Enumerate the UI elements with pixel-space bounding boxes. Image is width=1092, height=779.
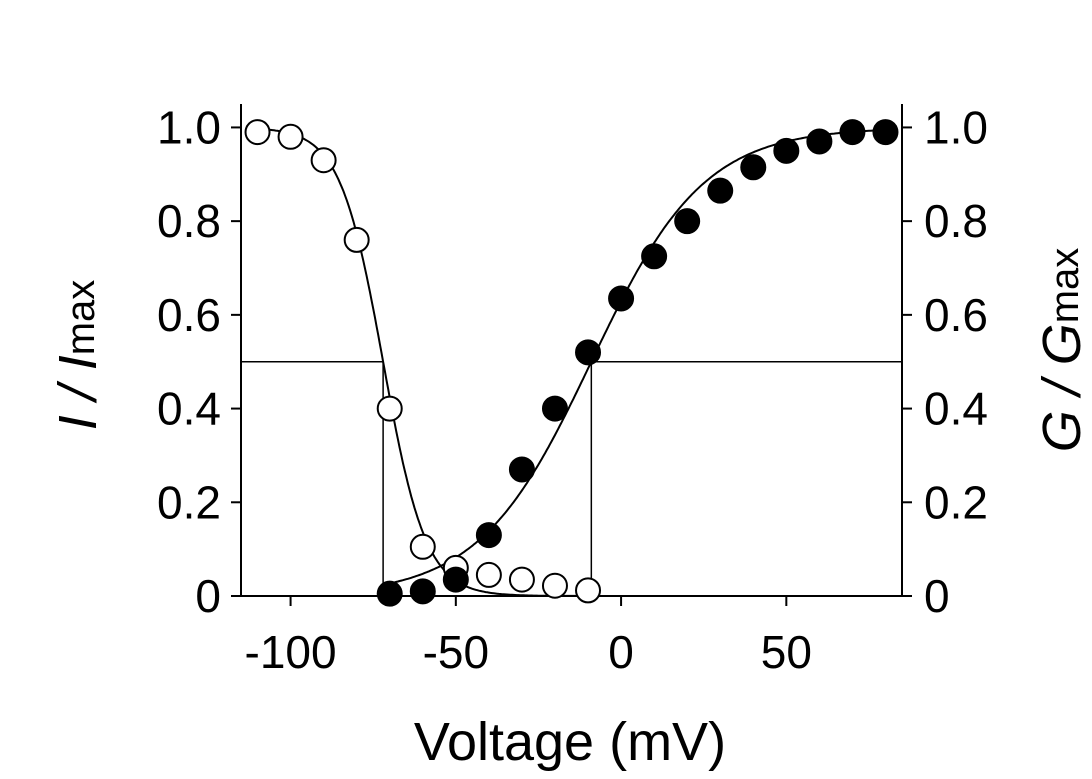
- x-tick-label: -100: [245, 626, 337, 678]
- open-circle-point: [277, 123, 304, 150]
- y-left-tick-label: 0.2: [157, 476, 221, 528]
- y-right-tick-label: 0.2: [924, 476, 988, 528]
- filled-circle-point: [674, 208, 701, 235]
- filled-circle-point: [641, 243, 668, 270]
- filled-circle-point: [409, 578, 436, 605]
- filled-circle-point: [773, 137, 800, 164]
- activation-fit-curve: [382, 128, 886, 586]
- x-tick-label: 0: [608, 626, 634, 678]
- y-right-tick-label: 1.0: [924, 101, 988, 153]
- filled-circle-point: [740, 154, 767, 181]
- open-circle-point: [244, 119, 271, 146]
- filled-circle-point: [608, 285, 635, 312]
- open-circle-point: [310, 147, 337, 174]
- filled-circle-point: [707, 177, 734, 204]
- y-right-tick-label: 0.6: [924, 289, 988, 341]
- y-left-tick-label: 0.8: [157, 195, 221, 247]
- filled-circle-point: [806, 128, 833, 155]
- y-right-tick-label: 0: [924, 570, 950, 622]
- y-left-title-sub: max: [59, 280, 103, 356]
- filled-circle-point: [475, 522, 502, 549]
- plot-area: 0 0 0.2 0.2 0.4 0.4 0.6 0.6 0.8 0.8 1.0 1.0 -100 -50 0…: [157, 101, 988, 678]
- filled-circle-point: [376, 580, 403, 607]
- x-axis-title: Voltage (mV): [414, 712, 726, 772]
- open-circle-point: [475, 561, 502, 588]
- filled-circle-point: [839, 119, 866, 146]
- y-right-tick-label: 0.8: [924, 195, 988, 247]
- open-circle-point: [343, 226, 370, 253]
- filled-circle-point: [508, 456, 535, 483]
- y-left-tick-label: 0.6: [157, 289, 221, 341]
- y-right-title-sub: max: [1043, 248, 1087, 324]
- filled-circle-point: [442, 566, 469, 593]
- y-axis-left-title: I / Imax: [48, 280, 108, 431]
- open-circle-point: [575, 577, 602, 604]
- y-axis-right-title: G / Gmax: [1032, 248, 1092, 453]
- open-circle-point: [508, 566, 535, 593]
- y-right-title-main: G / G: [1032, 323, 1092, 452]
- filled-circle-point: [541, 395, 568, 422]
- open-circle-point: [409, 533, 436, 560]
- x-tick-label: 50: [761, 626, 812, 678]
- filled-circle-point: [872, 119, 899, 146]
- x-tick-label: -50: [423, 626, 489, 678]
- open-circle-point: [541, 572, 568, 599]
- y-left-tick-label: 0: [195, 570, 221, 622]
- y-right-tick-label: 0.4: [924, 383, 988, 435]
- inactivation-fit-curve: [257, 127, 588, 597]
- y-left-tick-label: 0.4: [157, 383, 221, 435]
- open-circle-point: [376, 395, 403, 422]
- filled-circle-point: [575, 339, 602, 366]
- y-left-tick-label: 1.0: [157, 101, 221, 153]
- y-left-title-main: I / I: [48, 355, 108, 430]
